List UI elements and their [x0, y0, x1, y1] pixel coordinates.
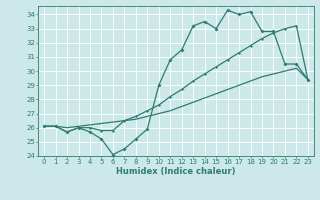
X-axis label: Humidex (Indice chaleur): Humidex (Indice chaleur) [116, 167, 236, 176]
